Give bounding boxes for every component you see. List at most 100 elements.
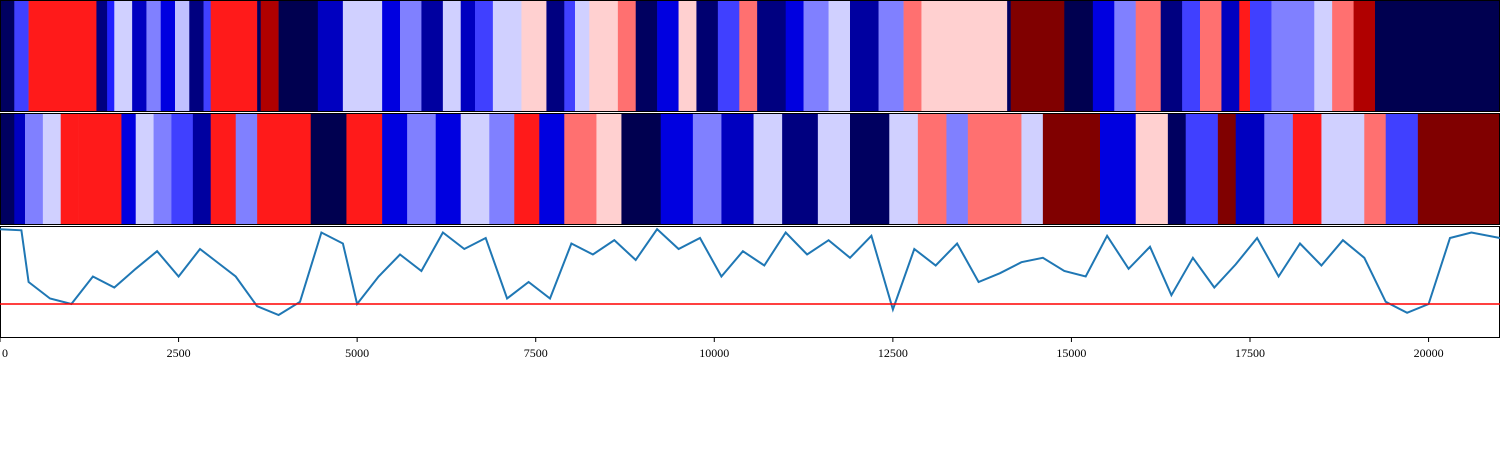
strip2-segment (850, 114, 890, 224)
strip2-segment (1292, 114, 1322, 224)
strip2-segment (235, 114, 258, 224)
strip2-segment (1439, 114, 1472, 224)
strip1-segment (785, 1, 804, 111)
strip1-segment (1114, 1, 1137, 111)
strip2-segment (621, 114, 662, 224)
strip1-segment (521, 1, 547, 111)
strip2-segment (1021, 114, 1044, 224)
strip1-segment (617, 1, 637, 111)
strip1-segment (589, 1, 619, 111)
strip2-segment (889, 114, 919, 224)
strip1-segment (1221, 1, 1240, 111)
strip1-segment (175, 1, 190, 111)
strip2-segment (946, 114, 969, 224)
strip1-segment (96, 1, 108, 111)
strip1-segment (1092, 1, 1115, 111)
strip2-segment (1321, 114, 1365, 224)
strip1-segment (1332, 1, 1354, 111)
strip1-segment (850, 1, 879, 111)
strip2-segment (1417, 114, 1440, 224)
line-panel-frame (0, 226, 1500, 338)
strip1-segment (317, 1, 344, 111)
strip1-segment (1314, 1, 1333, 111)
strip2-segment (564, 114, 597, 224)
middle-color-strip (0, 114, 1500, 224)
strip1-segment (132, 1, 147, 111)
x-tick-label: 20000 (1414, 346, 1444, 360)
strip1-segment (1353, 1, 1376, 111)
strip2-segment (460, 114, 490, 224)
strip2-segment (257, 114, 276, 224)
strip2-segment (435, 114, 462, 224)
strip1-segment (739, 1, 758, 111)
strip2-segment (25, 114, 44, 224)
strip2-segment (135, 114, 154, 224)
signal-line (0, 227, 1500, 317)
strip2-segment (817, 114, 851, 224)
x-tick-label: 7500 (524, 346, 548, 360)
strip2-segment (14, 114, 26, 224)
strip2-segment (539, 114, 565, 224)
strip1-segment (342, 1, 383, 111)
strip1-segment (1160, 1, 1183, 111)
strip2-segment (346, 114, 383, 224)
strip1-segment (717, 1, 740, 111)
strip2-segment (692, 114, 722, 224)
strip2-segment (1385, 114, 1419, 224)
strip1-segment (14, 1, 29, 111)
strip1-segment (546, 1, 565, 111)
strip1-segment (442, 1, 462, 111)
strip2-segment (192, 114, 212, 224)
strip1-segment (114, 1, 133, 111)
strip1-segment (657, 1, 679, 111)
strip1-segment (400, 1, 422, 111)
strip1-segment (1007, 1, 1012, 111)
strip1-segment (878, 1, 904, 111)
strip1-segment (278, 1, 319, 111)
strip2-segment (782, 114, 819, 224)
strip2-segment (721, 114, 754, 224)
strip2-segment (1100, 114, 1137, 224)
strip1-segment (203, 1, 212, 111)
strip1-segment (828, 1, 851, 111)
strip1-segment (421, 1, 444, 111)
strip1-segment (1239, 1, 1251, 111)
strip2-segment (1167, 114, 1187, 224)
strip1-segment (1182, 1, 1201, 111)
x-tick-label: 0 (2, 346, 8, 360)
strip2-segment (42, 114, 62, 224)
strip1-segment (803, 1, 829, 111)
strip2-segment (917, 114, 947, 224)
strip2-segment (1185, 114, 1219, 224)
x-axis: 0 2500 5000 7500 10000 12500 15000 17500 20000 (0, 337, 1444, 360)
strip1-segment (0, 1, 15, 111)
strip2-segment (310, 114, 347, 224)
strip2-segment (514, 114, 540, 224)
strip1-segment (146, 1, 162, 111)
strip1-segment (1135, 1, 1162, 111)
strip1-segment (189, 1, 204, 111)
strip2-segment (78, 114, 101, 224)
strip1-segment (1010, 1, 1065, 111)
strip1-segment (757, 1, 787, 111)
strip2-segment (1264, 114, 1294, 224)
strip2-segment (210, 114, 237, 224)
strip1-segment (635, 1, 658, 111)
x-tick-label: 10000 (699, 346, 729, 360)
strip1-segment (257, 1, 262, 111)
strip2-segment (1217, 114, 1237, 224)
x-tick-label: 17500 (1235, 346, 1265, 360)
x-tick-label: 5000 (345, 346, 369, 360)
strip2-segment (275, 114, 312, 224)
top-color-strip (0, 1, 1500, 111)
strip2-segment (1364, 114, 1387, 224)
strip1-segment (160, 1, 176, 111)
strip2-segment (0, 114, 15, 224)
strip1-segment (460, 1, 476, 111)
strip1-segment (575, 1, 590, 111)
strip1-segment (1250, 1, 1272, 111)
strip2-segment (967, 114, 1022, 224)
strip1-segment (564, 1, 576, 111)
strip2-segment (171, 114, 194, 224)
strip2-segment (753, 114, 783, 224)
